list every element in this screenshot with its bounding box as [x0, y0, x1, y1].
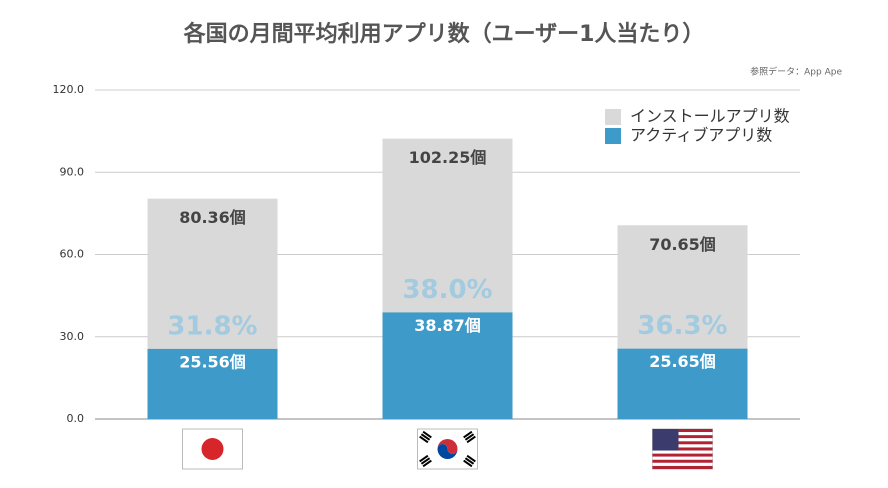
- flag-stripe: [652, 453, 713, 457]
- flag-stripe: [652, 444, 713, 448]
- flag: [182, 428, 243, 470]
- y-tick-label: 120.0: [53, 83, 85, 96]
- flag-stripe: [652, 429, 713, 433]
- flag-trigram: [463, 459, 473, 468]
- flag-stripe: [652, 432, 713, 436]
- ratio-label: 38.0%: [402, 275, 492, 305]
- ratio-label: 31.8%: [167, 311, 257, 341]
- flag-canton: [652, 429, 679, 451]
- flag-trigram: [463, 430, 473, 439]
- legend-label: アクティブアプリ数: [630, 126, 772, 145]
- data-label: 25.56個: [179, 352, 246, 371]
- flag-trigram: [464, 457, 475, 465]
- flag-taeguk-top: [437, 439, 458, 454]
- data-label: 102.25個: [409, 148, 487, 167]
- flag-trigram: [419, 454, 429, 463]
- flag-taeguk-bottom: [437, 444, 458, 459]
- flag-trigram: [420, 433, 431, 441]
- flag-trigram: [422, 459, 432, 468]
- chart-title: 各国の月間平均利用アプリ数（ユーザー1人当たり）: [183, 21, 705, 47]
- bar: [147, 348, 278, 419]
- data-label: 70.65個: [649, 235, 716, 254]
- flag-trigram: [464, 433, 475, 441]
- legend-swatch: [605, 128, 621, 144]
- flag-stripe: [652, 438, 713, 442]
- legend-swatch: [605, 109, 621, 125]
- flag-stripe: [652, 465, 713, 469]
- flag-sun: [201, 438, 224, 460]
- bar: [617, 348, 748, 419]
- flag-stripe: [652, 456, 713, 460]
- flag-stripe: [652, 462, 713, 466]
- data-label: 80.36個: [179, 208, 246, 227]
- flag-trigram: [466, 454, 476, 463]
- flag-trigram: [466, 435, 476, 444]
- y-tick-label: 90.0: [60, 165, 85, 178]
- flag-stripe: [652, 441, 713, 445]
- flag-stripe: [652, 435, 713, 439]
- flag: [417, 428, 478, 470]
- flag-stripe: [652, 447, 713, 451]
- y-tick-label: 30.0: [60, 330, 85, 343]
- flag-stripe: [652, 450, 713, 454]
- source: 参照データ：App Ape: [750, 66, 842, 78]
- flag-trigram: [420, 457, 431, 465]
- flag: [652, 428, 713, 470]
- data-label: 25.65個: [649, 352, 716, 371]
- flag-trigram: [419, 435, 429, 444]
- legend-label: インストールアプリ数: [630, 107, 790, 126]
- flag-stripe: [652, 459, 713, 463]
- y-tick-label: 0.0: [67, 412, 85, 425]
- bar: [382, 312, 513, 419]
- ratio-label: 36.3%: [637, 311, 727, 341]
- y-tick-label: 60.0: [60, 248, 85, 261]
- flag-trigram: [422, 430, 432, 439]
- data-label: 38.87個: [414, 316, 481, 335]
